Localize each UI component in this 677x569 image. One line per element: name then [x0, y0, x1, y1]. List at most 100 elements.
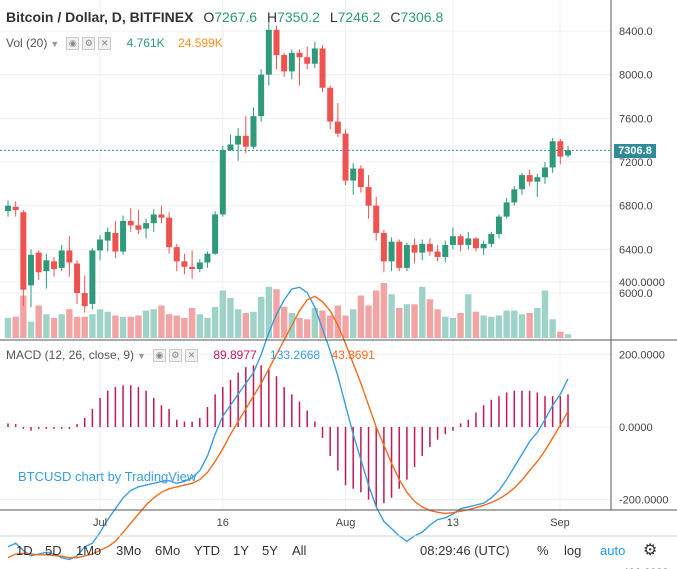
volume-bar: [158, 305, 165, 338]
candle-body: [465, 238, 472, 245]
volume-bar: [388, 294, 395, 338]
candle-body: [281, 55, 288, 72]
auto-scale-button[interactable]: auto: [600, 543, 626, 558]
timeframe-all[interactable]: All: [292, 543, 307, 558]
volume-bar: [557, 331, 564, 338]
volume-bar: [173, 315, 180, 338]
timeframe-1y[interactable]: 1Y: [233, 543, 249, 558]
volume-bar: [73, 316, 81, 338]
candle-body: [434, 251, 441, 257]
volume-bar: [457, 313, 464, 338]
candle-body: [541, 167, 548, 178]
macd-axis-label: 0.0000: [619, 422, 653, 434]
candle-body: [51, 261, 58, 269]
gear-icon[interactable]: ⚙: [643, 542, 658, 559]
time-axis-label: Aug: [336, 517, 356, 529]
timeframe-1d[interactable]: 1D: [16, 543, 33, 558]
signal-line: [7, 295, 569, 559]
bottom-toolbar: 1D 5D 1Mo 3Mo 6Mo YTD 1Y 5Y All 08:29:46…: [0, 536, 677, 569]
candle-body: [212, 214, 219, 254]
candle-body: [81, 293, 88, 307]
candle-body: [503, 202, 510, 217]
candle-body: [495, 216, 502, 235]
candle-body: [28, 254, 35, 286]
candle-body: [112, 232, 119, 252]
time-axis-label: Jul: [93, 517, 107, 529]
candle-body: [388, 241, 395, 262]
volume-bar: [350, 309, 357, 338]
gear-icon[interactable]: ⚙: [82, 37, 96, 51]
volume-bar: [449, 318, 457, 338]
timeframe-1mo[interactable]: 1Mo: [76, 543, 102, 558]
candle-body: [334, 121, 341, 134]
candle-body: [311, 48, 318, 64]
symbol-title[interactable]: Bitcoin / Dollar, D, BITFINEX: [6, 9, 194, 25]
close-icon[interactable]: ✕: [98, 37, 112, 51]
timeframe-5y[interactable]: 5Y: [262, 543, 278, 558]
volume-bar: [365, 305, 372, 338]
volume-bar: [396, 308, 403, 338]
log-scale-button[interactable]: log: [564, 543, 582, 558]
price-axis-label: 7200.0: [619, 157, 653, 169]
gear-icon[interactable]: ⚙: [168, 349, 182, 363]
candle-body: [242, 135, 249, 147]
volume-bar: [165, 314, 173, 338]
candle-body: [5, 205, 11, 212]
candle-body: [135, 225, 142, 230]
percent-scale-button[interactable]: %: [537, 543, 549, 558]
timeframe-6mo[interactable]: 6Mo: [155, 543, 181, 558]
volume-bar: [357, 295, 365, 338]
timeframe-5d[interactable]: 5D: [45, 543, 62, 558]
candle-body: [357, 168, 364, 188]
volume-bar: [434, 309, 441, 338]
volume-bar: [35, 305, 42, 338]
volume-bar: [27, 321, 35, 338]
close-icon[interactable]: ✕: [184, 349, 198, 363]
volume-bar: [303, 319, 311, 338]
volume-bar: [142, 310, 150, 338]
tradingview-watermark[interactable]: BTCUSD chart by TradingView: [18, 469, 197, 484]
volume-bar: [403, 304, 411, 338]
volume-bar: [4, 318, 12, 338]
candle-body: [319, 48, 326, 88]
high-label: H: [266, 9, 278, 25]
candle-body: [549, 141, 556, 168]
eye-icon[interactable]: ◉: [66, 37, 80, 51]
volume-bar: [472, 311, 480, 338]
volume-bar: [188, 308, 196, 338]
price-axis-label: 6000.0: [619, 288, 653, 300]
volume-bar: [112, 315, 119, 338]
volume-bar: [265, 286, 273, 338]
volume-bar: [373, 290, 380, 338]
candle-body: [526, 175, 533, 182]
eye-icon[interactable]: ◉: [152, 349, 166, 363]
candle-body: [35, 252, 42, 273]
ohlc-legend: Bitcoin / Dollar, D, BITFINEX O7267.6 H7…: [6, 9, 443, 25]
macd-study-name[interactable]: MACD (12, 26, close, 9): [6, 348, 135, 362]
chevron-down-icon[interactable]: ▼: [50, 39, 60, 49]
volume-bar: [480, 315, 487, 338]
axis-labels: 8400.0 8000.0 7600.0 7200.0 6800.0 6400.0 6000…: [93, 26, 669, 569]
volume-bar: [419, 286, 426, 338]
volume-bar: [89, 314, 96, 338]
open-value: 7267.6: [214, 9, 258, 25]
utc-clock[interactable]: 08:29:46 (UTC): [420, 543, 510, 558]
macd-histogram-value: 89.8977: [213, 348, 257, 362]
price-axis-label: 7600.0: [619, 113, 653, 125]
candle-body: [396, 241, 403, 268]
volume-bar: [104, 311, 111, 338]
chevron-down-icon[interactable]: ▼: [137, 351, 146, 361]
timeframe-3mo[interactable]: 3Mo: [116, 543, 142, 558]
volume-study-name[interactable]: Vol (20): [6, 36, 48, 50]
candle-body: [511, 189, 518, 203]
candle-body: [58, 250, 65, 268]
volume-bar: [549, 319, 556, 338]
timeframe-ytd[interactable]: YTD: [194, 543, 220, 558]
volume-bar: [181, 318, 188, 338]
volume-bar: [234, 309, 242, 338]
candle-body: [43, 260, 50, 272]
high-value: 7350.2: [277, 9, 320, 25]
volume-bar: [66, 309, 73, 338]
candle-body: [189, 266, 196, 269]
